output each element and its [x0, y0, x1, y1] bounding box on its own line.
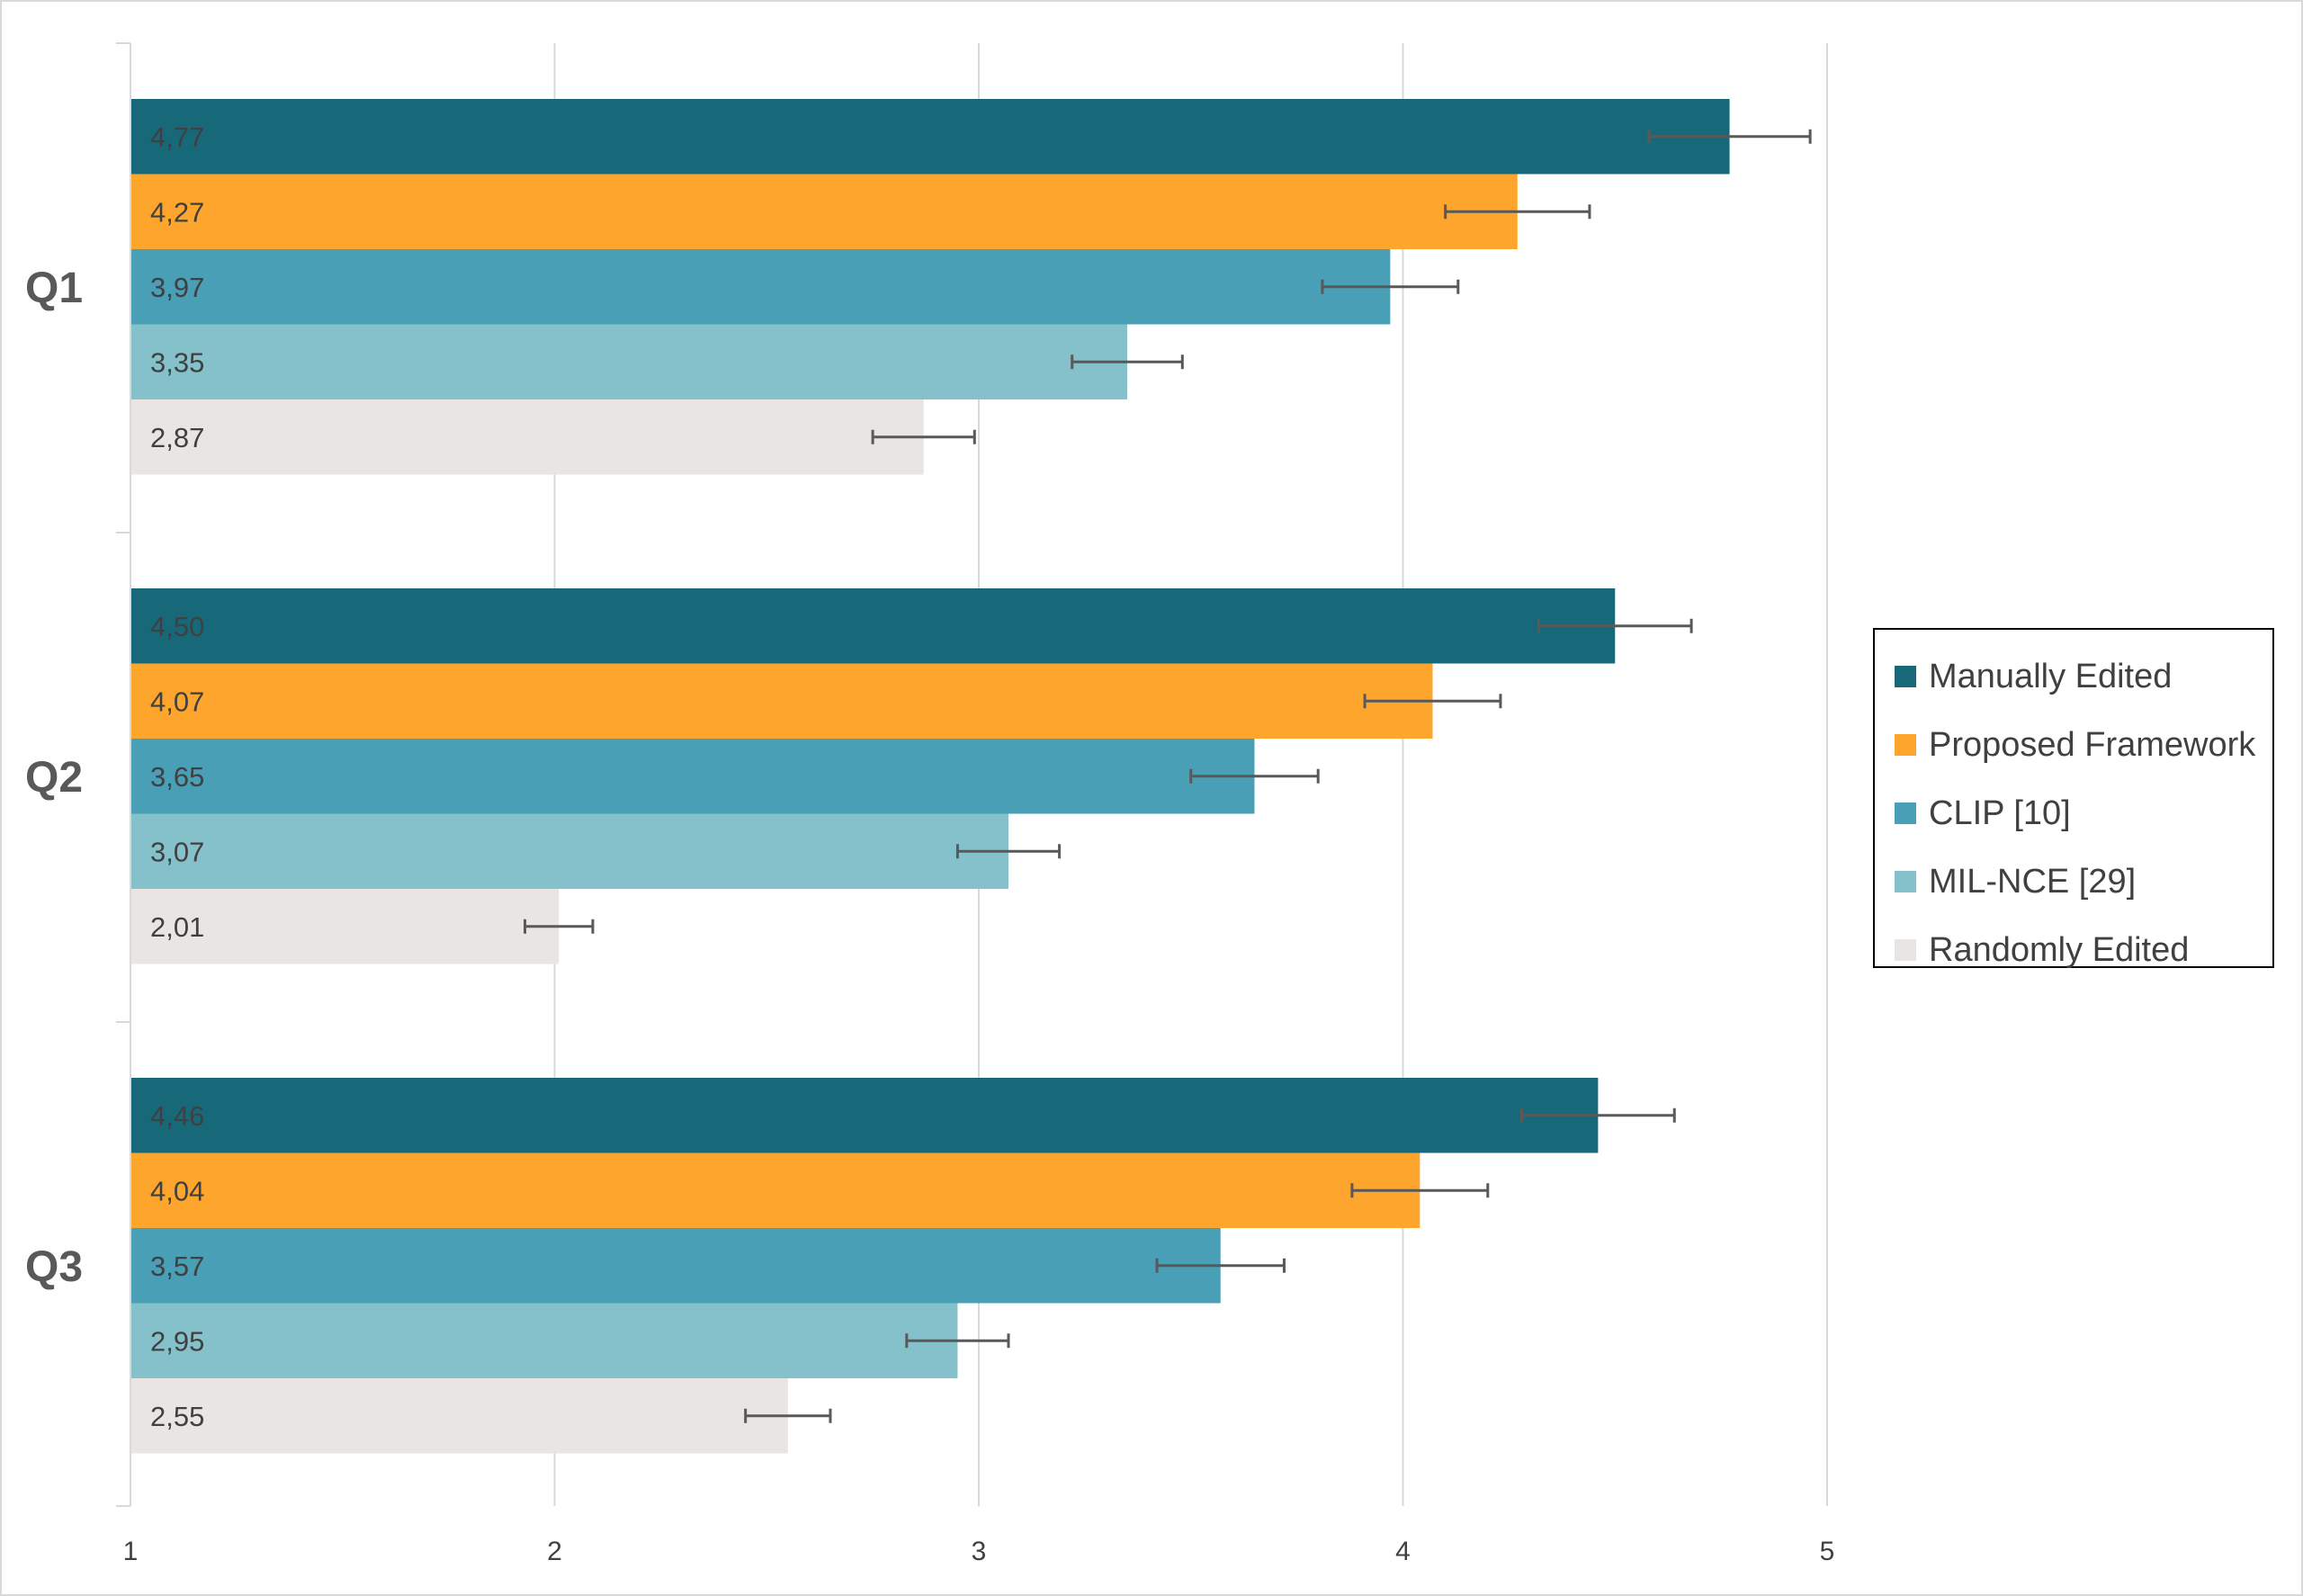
category-label-q2: Q2	[25, 754, 83, 802]
data-label: 2,95	[150, 1325, 204, 1357]
legend-label: MIL-NCE [29]	[1929, 862, 2137, 901]
legend-label: Manually Edited	[1929, 657, 2173, 695]
x-tick-label: 2	[547, 1537, 562, 1566]
bar-q3-1	[130, 1152, 1420, 1228]
bar-q1-3	[130, 324, 1128, 399]
data-label: 4,04	[150, 1175, 204, 1206]
legend-label: Randomly Edited	[1929, 930, 2190, 969]
category-label-q1: Q1	[25, 265, 83, 312]
legend-swatch	[1895, 802, 1916, 824]
bar-q1-2	[130, 249, 1391, 325]
data-label: 4,27	[150, 196, 204, 228]
bar-q2-2	[130, 739, 1255, 814]
bar-q3-4	[130, 1378, 788, 1454]
legend-swatch	[1895, 666, 1916, 687]
legend-item: MIL-NCE [29]	[1895, 847, 2272, 916]
bar-q3-2	[130, 1228, 1221, 1304]
data-label: 4,77	[150, 121, 204, 153]
legend: Manually Edited Proposed Framework CLIP [1…	[1873, 628, 2274, 969]
legend-item: Manually Edited	[1895, 642, 2272, 711]
legend-item: Proposed Framework	[1895, 711, 2272, 779]
legend-label: CLIP [10]	[1929, 794, 2071, 832]
axes	[116, 42, 131, 1507]
legend-item: CLIP [10]	[1895, 779, 2272, 847]
data-label: 3,07	[150, 836, 204, 867]
bars	[130, 99, 1730, 1454]
bar-q3-3	[130, 1303, 958, 1378]
legend-swatch	[1895, 734, 1916, 756]
bar-q1-0	[130, 99, 1730, 175]
data-label: 2,55	[150, 1401, 204, 1432]
legend-swatch	[1895, 871, 1916, 892]
x-tick-label: 1	[123, 1537, 139, 1566]
bar-q3-0	[130, 1078, 1599, 1153]
x-tick-label: 3	[972, 1537, 987, 1566]
legend-swatch	[1895, 939, 1916, 961]
legend-label: Proposed Framework	[1929, 725, 2256, 764]
legend-item: Randomly Edited	[1895, 916, 2272, 984]
x-tick-label: 5	[1820, 1537, 1835, 1566]
category-label-q3: Q3	[25, 1243, 83, 1291]
data-label: 2,01	[150, 911, 204, 943]
bar-q2-3	[130, 813, 1009, 889]
bar-q1-4	[130, 399, 924, 475]
bar-q1-1	[130, 174, 1518, 249]
error-bars	[523, 129, 1812, 1423]
data-label: 2,87	[150, 422, 204, 453]
bar-q2-1	[130, 663, 1433, 739]
data-label: 4,07	[150, 686, 204, 717]
data-label: 3,65	[150, 761, 204, 793]
bar-q2-0	[130, 588, 1616, 664]
data-label: 4,50	[150, 611, 204, 642]
data-label: 3,35	[150, 346, 204, 378]
bar-q2-4	[130, 889, 560, 964]
x-tick-label: 4	[1395, 1537, 1411, 1566]
data-label: 4,46	[150, 1100, 204, 1132]
data-label: 3,97	[150, 272, 204, 303]
data-label: 3,57	[150, 1251, 204, 1282]
labels: 1 2 3 4 5 4,77 4,27 3,97 3,35 2,87 Q1 4,50 4,07 3,65 3…	[25, 121, 1834, 1566]
